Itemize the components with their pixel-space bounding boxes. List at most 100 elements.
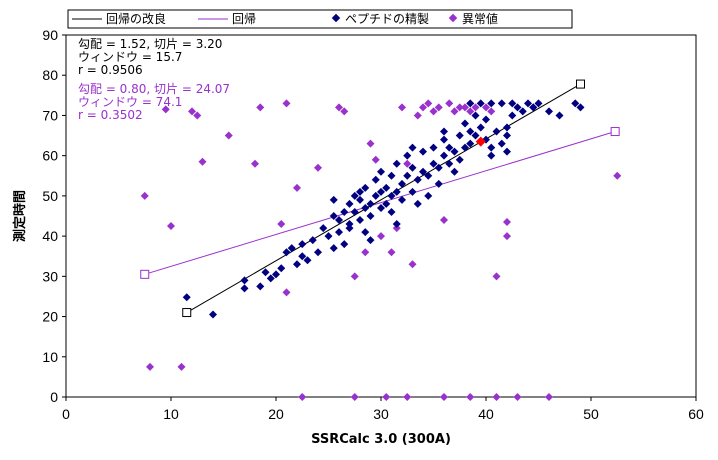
refined-point: [387, 207, 396, 216]
outlier-point: [340, 107, 349, 116]
refined-point: [335, 228, 343, 237]
outlier-point: [188, 107, 196, 116]
refined-point: [345, 224, 354, 233]
refined-point: [392, 159, 401, 168]
refined-point: [440, 135, 448, 144]
refined-point: [487, 99, 496, 108]
refined-point: [424, 191, 433, 200]
outlier-point: [366, 139, 375, 148]
refined-point: [329, 212, 338, 220]
refined-point: [293, 260, 301, 269]
outlier-point: [293, 183, 301, 192]
refined-point: [434, 163, 443, 172]
refined-point: [571, 99, 580, 108]
stats-regression-line-2: ウィンドウ = 74.1: [78, 95, 182, 109]
plot-area: [65, 34, 697, 398]
refined-point: [392, 187, 401, 196]
refined-point: [240, 276, 249, 285]
outlier-point: [545, 393, 553, 401]
legend-label-regression-improved: 回帰の改良: [106, 11, 166, 26]
refined-point: [398, 195, 406, 204]
refined-point: [361, 203, 370, 212]
refined-point: [497, 139, 506, 148]
refined-point: [350, 191, 359, 200]
refined-point: [377, 187, 385, 196]
stats-regression: 勾配 = 0.80, 切片 = 24.07 ウィンドウ = 74.1 r = 0…: [78, 82, 230, 122]
stats-improved-line-2: ウィンドウ = 15.7: [78, 50, 182, 64]
refined-point: [371, 191, 380, 200]
refined-point: [466, 127, 475, 136]
regression-improved-line-endpoint: [576, 79, 585, 89]
outlier-point: [503, 218, 511, 227]
refined-point: [413, 199, 422, 208]
refined-point: [356, 187, 364, 196]
outlier-point: [140, 191, 149, 200]
outlier-point: [403, 393, 412, 401]
outlier-point: [161, 105, 170, 114]
outlier-point: [440, 393, 448, 401]
x-axis: 0 10 20 30 40 50 60: [62, 397, 704, 422]
refined-point: [476, 99, 485, 108]
data-points: [140, 99, 622, 401]
refined-point: [419, 147, 427, 156]
refined-point: [398, 179, 406, 188]
highlight-point: [475, 136, 486, 147]
y-tick-label: 60: [42, 148, 58, 164]
outlier-point: [613, 171, 622, 180]
outlier-point: [167, 222, 175, 231]
outlier-point: [350, 393, 359, 401]
outlier-point: [198, 157, 207, 166]
refined-point: [492, 127, 501, 136]
refined-point: [429, 143, 438, 152]
outlier-point: [146, 362, 154, 371]
refined-point: [319, 224, 328, 233]
refined-point: [408, 143, 417, 152]
y-tick-label: 70: [42, 107, 58, 123]
refined-point: [476, 123, 485, 132]
refined-point: [361, 183, 370, 192]
refined-point: [482, 115, 490, 124]
outlier-point: [419, 103, 427, 112]
refined-point: [272, 270, 280, 279]
refined-point: [419, 167, 427, 176]
refined-point: [424, 171, 433, 180]
refined-point: [524, 99, 532, 108]
refined-point: [450, 147, 459, 156]
outlier-point: [503, 232, 511, 241]
outlier-point: [471, 103, 480, 112]
refined-point: [382, 199, 391, 208]
outlier-point: [513, 393, 522, 401]
refined-point: [408, 163, 417, 172]
refined-point: [466, 99, 475, 108]
x-tick-label: 50: [583, 406, 599, 422]
refined-point: [392, 220, 401, 229]
refined-point: [350, 207, 359, 216]
outlier-point: [450, 107, 459, 116]
stats-regression-line-3: r = 0.3502: [78, 108, 143, 122]
y-tick-label: 0: [50, 389, 58, 405]
refined-point: [182, 293, 191, 302]
y-tick-label: 20: [42, 309, 58, 325]
refined-point: [503, 131, 511, 140]
refined-point: [487, 143, 496, 152]
refined-point: [287, 244, 296, 253]
refined-point: [261, 268, 270, 277]
refined-point: [445, 143, 454, 152]
outlier-point: [434, 103, 443, 112]
refined-point: [555, 111, 564, 120]
refined-point: [356, 195, 364, 204]
legend-label-regression: 回帰: [232, 12, 256, 26]
outlier-point: [403, 159, 412, 168]
outlier-point: [408, 260, 417, 269]
refined-point: [450, 167, 459, 176]
refined-point: [366, 236, 375, 245]
refined-point: [461, 143, 469, 152]
refined-point: [371, 175, 380, 184]
refined-point: [445, 159, 454, 168]
refined-point: [545, 107, 553, 116]
refined-point: [403, 171, 412, 180]
refined-point: [356, 216, 364, 225]
refined-point: [440, 151, 448, 160]
refined-point: [466, 139, 475, 148]
